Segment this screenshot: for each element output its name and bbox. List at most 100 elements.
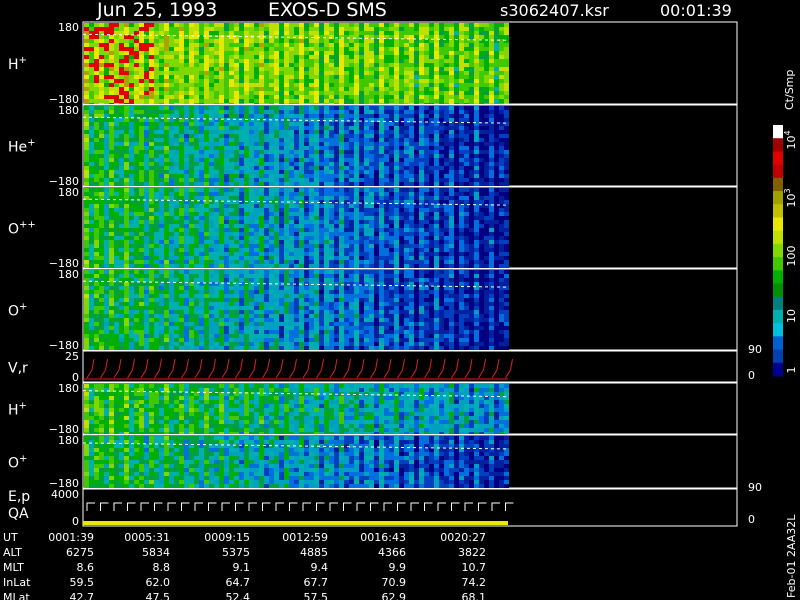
spectrogram-cell xyxy=(204,248,209,252)
spectrogram-cell xyxy=(269,110,274,114)
spectrogram-cell xyxy=(219,182,224,186)
spectrogram-cell xyxy=(389,162,394,166)
spectrogram-cell xyxy=(389,170,394,174)
spectrogram-cell xyxy=(299,106,304,110)
spectrogram-cell xyxy=(394,106,399,110)
spectrogram-cell xyxy=(189,236,194,240)
spectrogram-cell xyxy=(359,83,364,87)
spectrogram-cell xyxy=(109,248,114,252)
spectrogram-cell xyxy=(419,188,424,192)
spectrogram-cell xyxy=(139,103,144,104)
spectrogram-cell xyxy=(344,158,349,162)
spectrogram-cell xyxy=(174,59,179,63)
spectrogram-cell xyxy=(324,79,329,83)
spectrogram-cell xyxy=(439,224,444,228)
spectrogram-cell xyxy=(244,260,249,264)
spectrogram-cell xyxy=(469,67,474,71)
spectrogram-cell xyxy=(264,252,269,256)
plots: 180−180H+180−180He+180−180O++180−180O+25… xyxy=(8,21,762,528)
spectrogram-cell xyxy=(369,31,374,35)
spectrogram-cell xyxy=(149,103,154,104)
spectrogram-cell xyxy=(284,256,289,260)
spectrogram-cell xyxy=(429,59,434,63)
spectrogram-cell xyxy=(414,126,419,130)
spectrogram-cell xyxy=(324,95,329,99)
spectrogram-cell xyxy=(84,75,89,79)
spectrogram-cell xyxy=(414,87,419,91)
spectrogram-cell xyxy=(224,240,229,244)
spectrogram-cell xyxy=(349,122,354,126)
spectrogram-cell xyxy=(184,260,189,264)
spectrogram-cell xyxy=(324,150,329,154)
spectrogram-cell xyxy=(214,31,219,35)
spectrogram-cell xyxy=(259,260,264,264)
spectrogram-cell xyxy=(99,204,104,208)
spectrogram-cell xyxy=(119,39,124,43)
spectrogram-cell xyxy=(409,27,414,31)
spectrogram-cell xyxy=(369,196,374,200)
spectrogram-cell xyxy=(199,83,204,87)
spectrogram-cell xyxy=(214,158,219,162)
spectrogram-cell xyxy=(499,59,504,63)
spectrogram-cell xyxy=(119,228,124,232)
spectrogram-cell xyxy=(204,71,209,75)
spectrogram-cell xyxy=(454,63,459,67)
spectrogram-cell xyxy=(184,196,189,200)
spectrogram-cell xyxy=(314,170,319,174)
spectrogram-cell xyxy=(359,232,364,236)
spectrogram-cell xyxy=(274,178,279,182)
spectrogram-cell xyxy=(239,232,244,236)
spectrogram-cell xyxy=(174,126,179,130)
spectrogram-cell xyxy=(259,118,264,122)
spectrogram-cell xyxy=(369,75,374,79)
spectrogram-cell xyxy=(289,59,294,63)
spectrogram-cell xyxy=(329,236,334,240)
spectrogram-cell xyxy=(304,103,309,104)
spectrogram-cell xyxy=(159,162,164,166)
spectrogram-cell xyxy=(274,43,279,47)
spectrogram-cell xyxy=(209,208,214,212)
spectrogram-cell xyxy=(254,192,259,196)
spectrogram-cell xyxy=(84,130,89,134)
spectrogram-cell xyxy=(379,204,384,208)
spectrogram-cell xyxy=(259,27,264,31)
spectrogram-cell xyxy=(244,43,249,47)
spectrogram-cell xyxy=(119,47,124,51)
spectrogram-cell xyxy=(474,178,479,182)
spectrogram-cell xyxy=(199,264,204,268)
spectrogram-cell xyxy=(89,182,94,186)
spectrogram-cell xyxy=(259,103,264,104)
spectrogram-cell xyxy=(229,67,234,71)
spectrogram-cell xyxy=(254,236,259,240)
spectrogram-cell xyxy=(279,208,284,212)
spectrogram-cell xyxy=(449,95,454,99)
spectrogram-cell xyxy=(179,244,184,248)
spectrogram-cell xyxy=(439,146,444,150)
spectrogram-cell xyxy=(464,182,469,186)
spectrogram-cell xyxy=(469,55,474,59)
spectrogram-cell xyxy=(289,87,294,91)
spectrogram-cell xyxy=(264,47,269,51)
spectrogram-cell xyxy=(244,130,249,134)
spectrogram-cell xyxy=(314,110,319,114)
spectrogram-cell xyxy=(459,63,464,67)
spectrogram-cell xyxy=(479,162,484,166)
spectrogram-cell xyxy=(189,240,194,244)
spectrogram-cell xyxy=(444,99,449,103)
spectrogram-cell xyxy=(104,196,109,200)
spectrogram-cell xyxy=(374,264,379,268)
spectrogram-cell xyxy=(164,138,169,142)
spectrogram-cell xyxy=(169,212,174,216)
spectrogram-cell xyxy=(379,106,384,110)
spectrogram-cell xyxy=(409,55,414,59)
spectrogram-cell xyxy=(404,142,409,146)
spectrogram-cell xyxy=(189,79,194,83)
spectrogram-cell xyxy=(164,158,169,162)
spectrogram-cell xyxy=(324,252,329,256)
spectrogram-cell xyxy=(224,182,229,186)
spectrogram-cell xyxy=(89,134,94,138)
spectrogram-cell xyxy=(224,138,229,142)
spectrogram-cell xyxy=(389,200,394,204)
spectrogram-cell xyxy=(154,91,159,95)
spectrogram-cell xyxy=(439,204,444,208)
